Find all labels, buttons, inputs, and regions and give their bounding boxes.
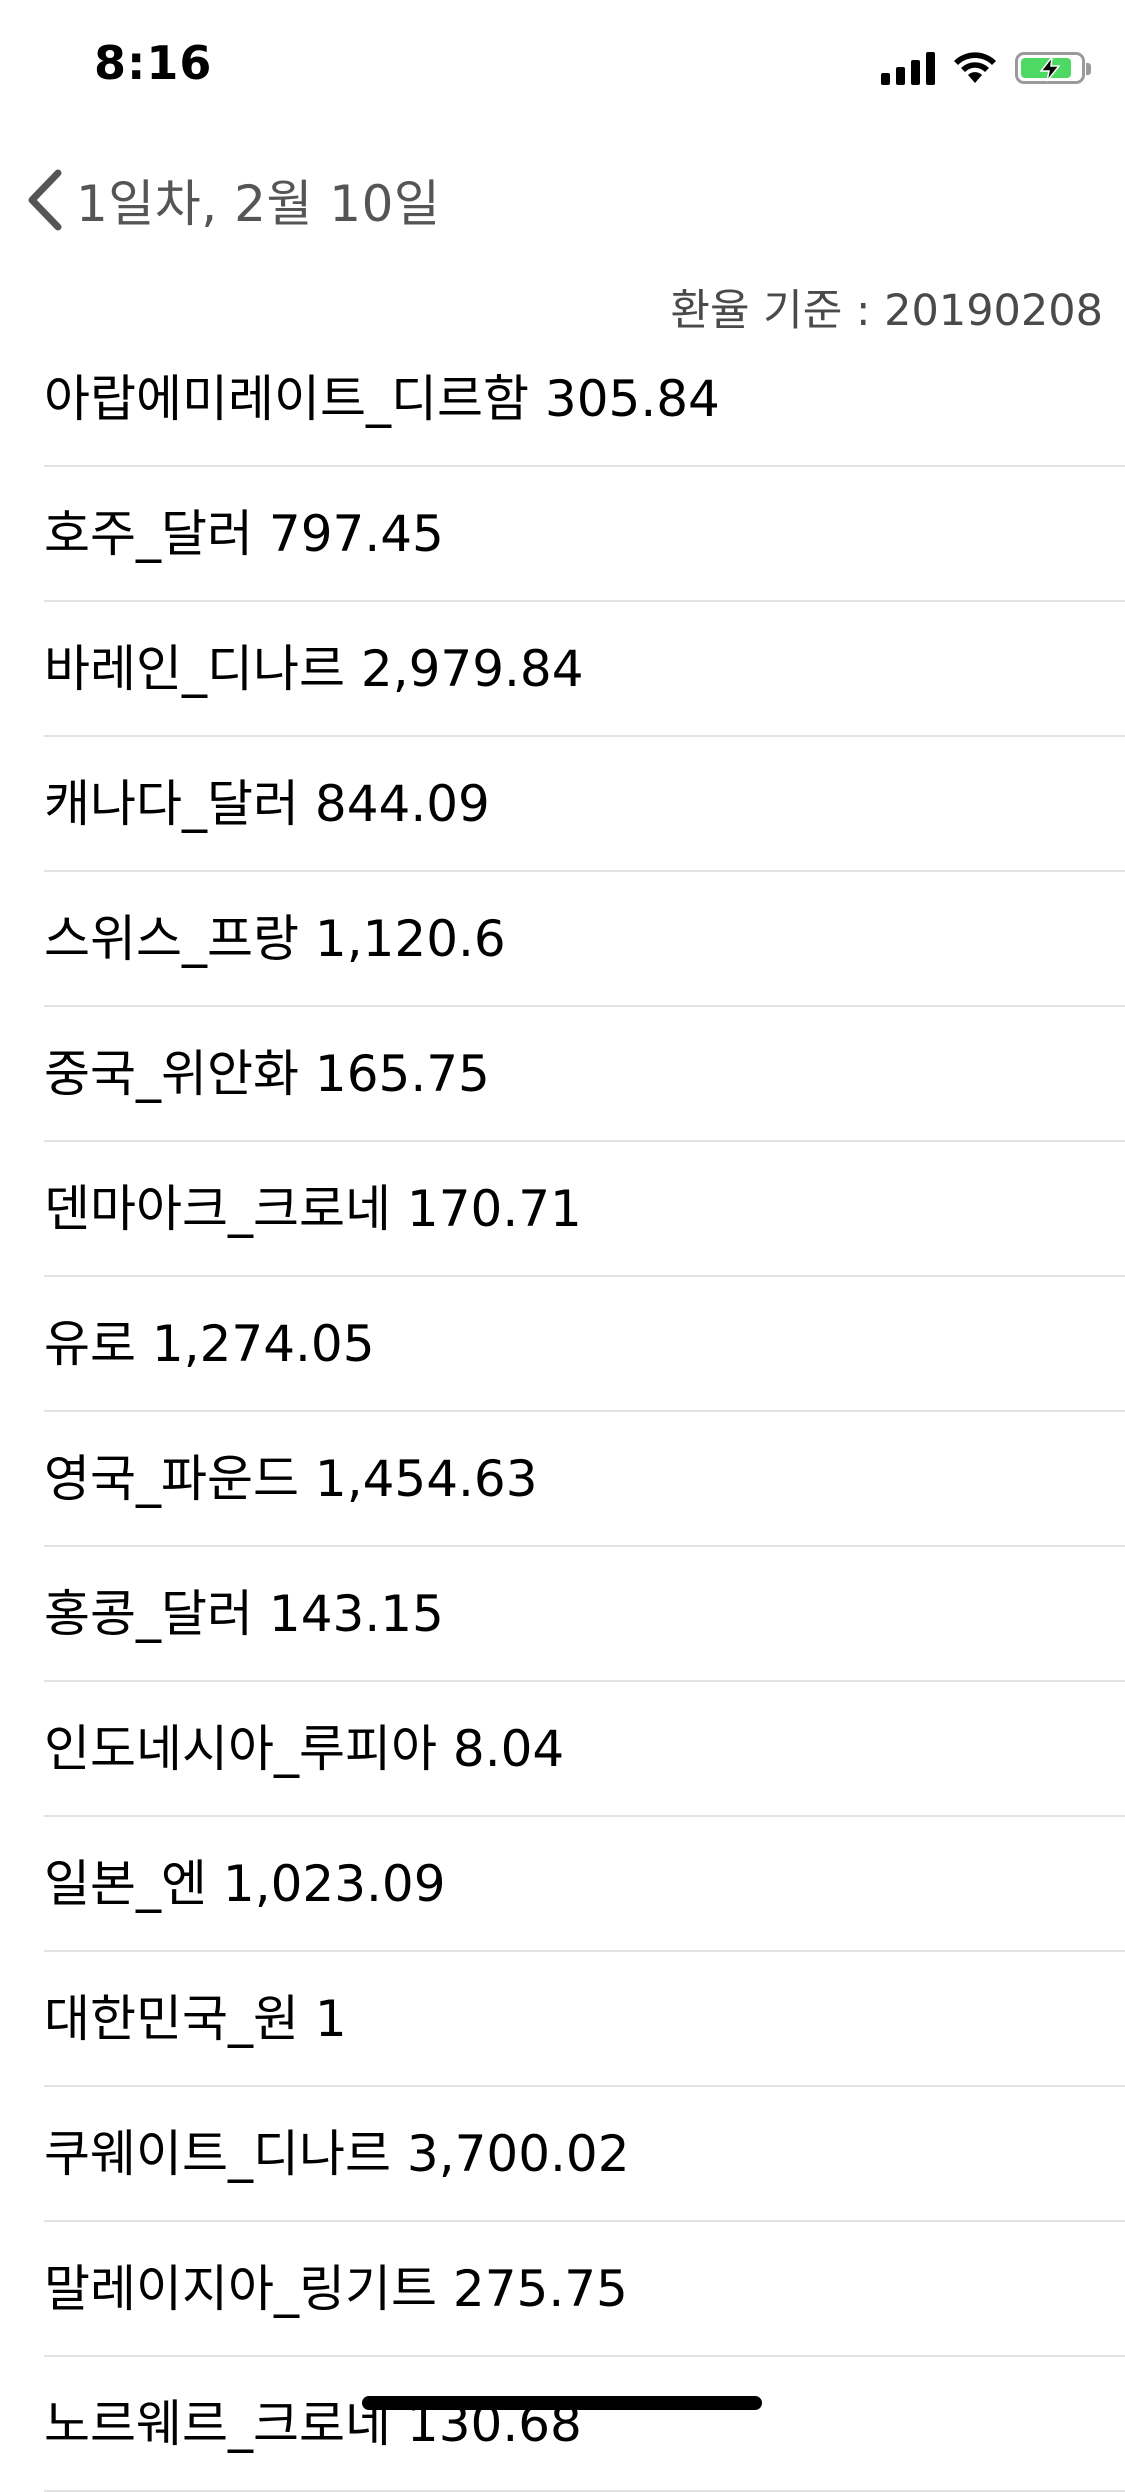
currency-row-label: 대한민국_원 1 [44,1990,347,2048]
currency-row-label: 일본_엔 1,023.09 [44,1855,446,1913]
status-icons [881,48,1091,88]
currency-row-label: 캐나다_달러 844.09 [44,775,490,833]
bolt-icon [1039,56,1061,82]
currency-row-label: 말레이지아_링기트 275.75 [44,2260,628,2318]
currency-row[interactable]: 캐나다_달러 844.09 [44,737,1125,872]
currency-row-label: 바레인_디나르 2,979.84 [44,640,584,698]
currency-row-label: 유로 1,274.05 [44,1315,375,1373]
currency-row[interactable]: 중국_위안화 165.75 [44,1007,1125,1142]
status-time: 8:16 [94,36,213,90]
rate-basis-date: 환율 기준 : 20190208 [670,286,1103,336]
currency-row[interactable]: 쿠웨이트_디나르 3,700.02 [44,2087,1125,2222]
currency-row[interactable]: 대한민국_원 1 [44,1952,1125,2087]
currency-row-label: 인도네시아_루피아 8.04 [44,1720,565,1778]
back-label: 1일차, 2월 10일 [76,175,441,233]
currency-row[interactable]: 호주_달러 797.45 [44,467,1125,602]
currency-list: 아랍에미레이트_디르함 305.84 호주_달러 797.45 바레인_디나르 … [0,332,1125,2492]
currency-row[interactable]: 일본_엔 1,023.09 [44,1817,1125,1952]
currency-row[interactable]: 영국_파운드 1,454.63 [44,1412,1125,1547]
currency-row-label: 아랍에미레이트_디르함 305.84 [44,370,720,428]
currency-row[interactable]: 스위스_프랑 1,120.6 [44,872,1125,1007]
currency-row-label: 호주_달러 797.45 [44,505,444,563]
currency-row-label: 덴마아크_크로네 170.71 [44,1180,582,1238]
currency-row[interactable]: 노르웨르_크로네 130.68 [44,2357,1125,2492]
cellular-signal-icon [881,51,935,85]
home-indicator[interactable] [362,2396,762,2410]
currency-row[interactable]: 인도네시아_루피아 8.04 [44,1682,1125,1817]
currency-row[interactable]: 유로 1,274.05 [44,1277,1125,1412]
currency-row[interactable]: 말레이지아_링기트 275.75 [44,2222,1125,2357]
currency-row[interactable]: 홍콩_달러 143.15 [44,1547,1125,1682]
chevron-left-icon [28,169,62,231]
currency-row-label: 노르웨르_크로네 130.68 [44,2395,582,2453]
currency-row-label: 영국_파운드 1,454.63 [44,1450,538,1508]
currency-row[interactable]: 덴마아크_크로네 170.71 [44,1142,1125,1277]
status-bar: 8:16 [0,0,1125,132]
currency-row[interactable]: 아랍에미레이트_디르함 305.84 [44,332,1125,467]
wifi-icon [954,52,996,83]
currency-row-label: 스위스_프랑 1,120.6 [44,910,506,968]
currency-row-label: 홍콩_달러 143.15 [44,1585,444,1643]
back-button[interactable]: 1일차, 2월 10일 [24,164,440,236]
battery-charging-icon [1015,52,1091,84]
navigation-bar: 1일차, 2월 10일 [0,150,1125,246]
currency-row-label: 중국_위안화 165.75 [44,1045,490,1103]
currency-row[interactable]: 바레인_디나르 2,979.84 [44,602,1125,737]
currency-row-label: 쿠웨이트_디나르 3,700.02 [44,2125,630,2183]
